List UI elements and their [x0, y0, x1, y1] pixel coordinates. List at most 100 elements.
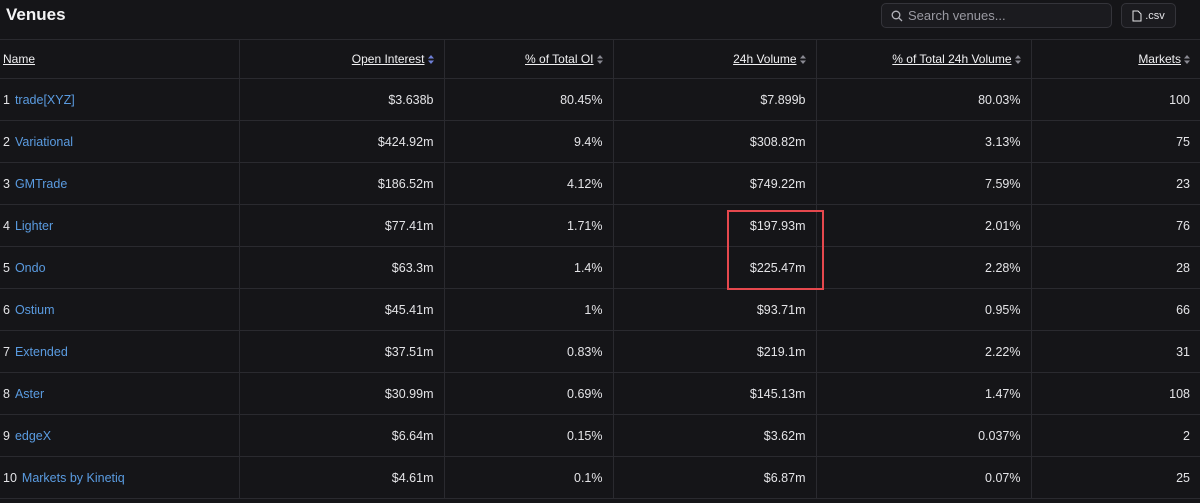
value-cell: $7.899b	[612, 78, 816, 121]
search-placeholder: Search venues...	[908, 8, 1006, 23]
sort-icon	[1184, 55, 1190, 65]
column-header-label: Name	[3, 52, 36, 66]
value-cell: $6.64m	[238, 414, 444, 457]
value-cell: 108	[1030, 372, 1200, 415]
name-cell: 5 Ondo	[0, 246, 239, 289]
csv-label: .csv	[1145, 9, 1165, 22]
value-cell: 66	[1030, 288, 1200, 331]
column-header[interactable]: 24h Volume	[612, 39, 816, 79]
name-cell: 6 Ostium	[0, 288, 239, 331]
venue-link[interactable]: GMTrade	[14, 176, 68, 191]
value-cell: 0.15%	[443, 414, 613, 457]
value-cell: 0.69%	[443, 372, 613, 415]
value-cell: 2.01%	[815, 204, 1031, 247]
table-row: 8 Aster $30.99m 0.69% $145.13m 1.47% 108	[0, 372, 1200, 415]
value-cell: $749.22m	[612, 162, 816, 205]
value-cell: 2.28%	[815, 246, 1031, 289]
name-cell: 1 trade[XYZ]	[0, 78, 239, 121]
value-cell: 4.12%	[443, 162, 613, 205]
value-cell: 0.07%	[815, 456, 1031, 499]
name-cell: 7 Extended	[0, 330, 239, 373]
column-header-label: Open Interest	[351, 52, 425, 66]
sort-icon	[799, 55, 806, 65]
venue-link[interactable]: Extended	[14, 344, 68, 359]
venue-link[interactable]: trade[XYZ]	[14, 92, 75, 107]
column-header[interactable]: % of Total OI	[443, 39, 613, 79]
name-cell: 4 Lighter	[0, 204, 239, 247]
value-cell: 1.47%	[815, 372, 1031, 415]
column-header[interactable]: Name	[0, 39, 239, 79]
value-cell: $93.71m	[612, 288, 816, 331]
rank: 7	[3, 344, 10, 359]
venue-link[interactable]: Variational	[14, 134, 74, 149]
column-header[interactable]: % of Total 24h Volume	[815, 39, 1031, 79]
column-header[interactable]: Open Interest	[238, 39, 444, 79]
rank: 9	[3, 428, 10, 443]
rank: 1	[3, 92, 10, 107]
value-cell: 23	[1030, 162, 1200, 205]
value-cell: $77.41m	[238, 204, 444, 247]
table-row: 6 Ostium $45.41m 1% $93.71m 0.95% 66	[0, 288, 1200, 331]
csv-button[interactable]: .csv	[1121, 3, 1176, 28]
table-row: 3 GMTrade $186.52m 4.12% $749.22m 7.59% 23	[0, 162, 1200, 205]
value-cell: 3.13%	[815, 120, 1031, 163]
value-cell: 2.22%	[815, 330, 1031, 373]
value-cell: 2	[1030, 414, 1200, 457]
table-row: 1 trade[XYZ] $3.638b 80.45% $7.899b 80.03% 100	[0, 78, 1200, 121]
venue-link[interactable]: Ostium	[14, 302, 55, 317]
table-body: 1 trade[XYZ] $3.638b 80.45% $7.899b 80.03% 100…	[0, 78, 1200, 499]
name-cell: 3 GMTrade	[0, 162, 239, 205]
page-title: Venues	[6, 5, 66, 24]
table-row: 4 Lighter $77.41m 1.71% $197.93m 2.01% 76	[0, 204, 1200, 247]
value-cell: $145.13m	[612, 372, 816, 415]
value-cell: $4.61m	[238, 456, 444, 499]
header-row: Name Open Interest % of Total OI 24h Volume…	[0, 39, 1200, 79]
value-cell: $63.3m	[238, 246, 444, 289]
value-cell: $308.82m	[612, 120, 816, 163]
table-row: 10 Markets by Kinetiq $4.61m 0.1% $6.87m 0.07…	[0, 456, 1200, 499]
venue-link[interactable]: Aster	[14, 386, 45, 401]
value-cell: $6.87m	[612, 456, 816, 499]
column-header-label: Markets	[1138, 52, 1181, 66]
value-cell: $3.62m	[612, 414, 816, 457]
column-header[interactable]: Markets	[1030, 39, 1200, 79]
venue-link[interactable]: Lighter	[14, 218, 54, 233]
column-header-label: 24h Volume	[733, 52, 797, 66]
value-cell: $45.41m	[238, 288, 444, 331]
table-row: 5 Ondo $63.3m 1.4% $225.47m 2.28% 28	[0, 246, 1200, 289]
rank: 8	[3, 386, 10, 401]
sort-icon	[1014, 55, 1021, 65]
value-cell: 1.71%	[443, 204, 613, 247]
value-cell: $186.52m	[238, 162, 444, 205]
sort-icon	[427, 55, 434, 65]
rank: 3	[3, 176, 10, 191]
table-row: 7 Extended $37.51m 0.83% $219.1m 2.22% 31	[0, 330, 1200, 373]
venue-link[interactable]: edgeX	[14, 428, 52, 443]
highlight-box	[727, 210, 824, 290]
value-cell: 28	[1030, 246, 1200, 289]
value-cell: 31	[1030, 330, 1200, 373]
rank: 5	[3, 260, 10, 275]
value-cell: 0.037%	[815, 414, 1031, 457]
rank: 10	[3, 470, 17, 485]
venue-link[interactable]: Ondo	[14, 260, 46, 275]
value-cell: $225.47m	[612, 246, 816, 289]
value-cell: 80.45%	[443, 78, 613, 121]
column-header-label: % of Total 24h Volume	[892, 52, 1012, 66]
value-cell: $30.99m	[238, 372, 444, 415]
value-cell: 0.95%	[815, 288, 1031, 331]
sort-icon	[596, 55, 603, 65]
value-cell: $197.93m	[612, 204, 816, 247]
file-icon	[1132, 10, 1142, 21]
value-cell: 9.4%	[443, 120, 613, 163]
value-cell: $3.638b	[238, 78, 444, 121]
value-cell: 76	[1030, 204, 1200, 247]
search-box[interactable]: Search venues...	[881, 3, 1112, 28]
table-row: 9 edgeX $6.64m 0.15% $3.62m 0.037% 2	[0, 414, 1200, 457]
value-cell: 75	[1030, 120, 1200, 163]
value-cell: 100	[1030, 78, 1200, 121]
rank: 4	[3, 218, 10, 233]
venue-link[interactable]: Markets by Kinetiq	[21, 470, 125, 485]
